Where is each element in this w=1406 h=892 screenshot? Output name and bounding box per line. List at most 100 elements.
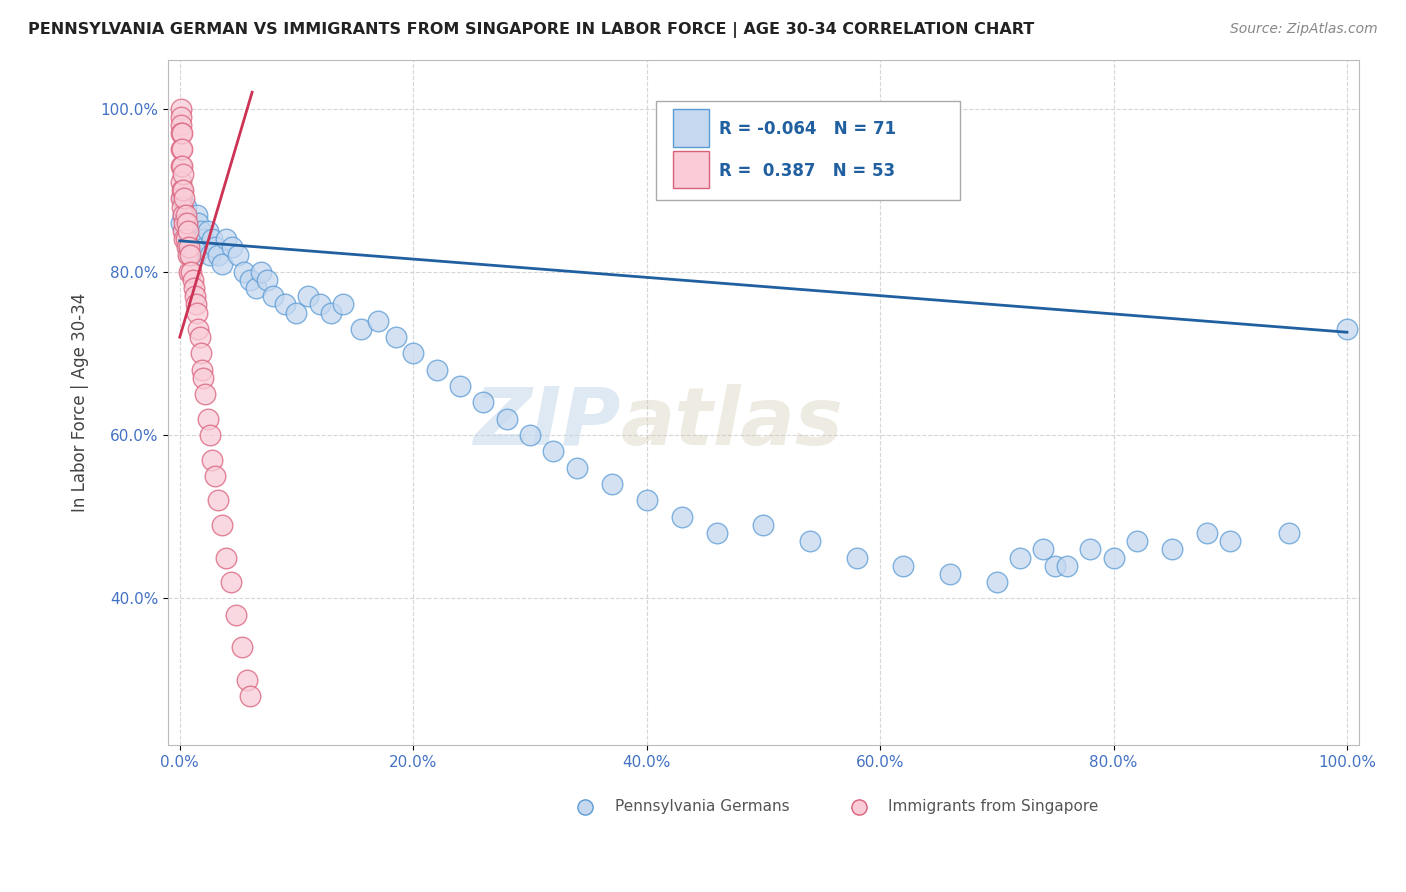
Point: [170, 102, 193, 116]
Point: [172, 167, 194, 181]
Text: R =  0.387   N = 53: R = 0.387 N = 53: [720, 161, 896, 180]
Point: [297, 289, 319, 303]
Point: [285, 305, 308, 319]
Point: [321, 305, 343, 319]
Point: [186, 305, 208, 319]
FancyBboxPatch shape: [673, 151, 709, 188]
Text: Source: ZipAtlas.com: Source: ZipAtlas.com: [1230, 22, 1378, 37]
Point: [187, 322, 209, 336]
Point: [239, 273, 262, 287]
Point: [1032, 542, 1054, 557]
Point: [1219, 534, 1241, 549]
Point: [181, 273, 204, 287]
Point: [215, 550, 238, 565]
Point: [201, 232, 224, 246]
Point: [197, 411, 219, 425]
Point: [184, 248, 207, 262]
Text: PENNSYLVANIA GERMAN VS IMMIGRANTS FROM SINGAPORE IN LABOR FORCE | AGE 30-34 CORR: PENNSYLVANIA GERMAN VS IMMIGRANTS FROM S…: [28, 22, 1035, 38]
Point: [207, 493, 229, 508]
Point: [204, 469, 226, 483]
Point: [183, 281, 205, 295]
Point: [172, 183, 194, 197]
Point: [752, 517, 775, 532]
Y-axis label: In Labor Force | Age 30-34: In Labor Force | Age 30-34: [72, 293, 89, 512]
Point: [472, 395, 495, 409]
FancyBboxPatch shape: [673, 110, 709, 146]
Point: [402, 346, 425, 360]
Point: [170, 142, 193, 156]
Point: [1078, 542, 1101, 557]
Point: [173, 216, 195, 230]
Point: [565, 460, 588, 475]
Text: Immigrants from Singapore: Immigrants from Singapore: [889, 799, 1098, 814]
Point: [845, 550, 868, 565]
Point: [177, 248, 200, 262]
Point: [170, 191, 193, 205]
Point: [239, 690, 262, 704]
Point: [174, 232, 197, 246]
Point: [1126, 534, 1149, 549]
Point: [600, 477, 623, 491]
Point: [308, 297, 330, 311]
Point: [274, 297, 297, 311]
Point: [177, 240, 200, 254]
Point: [170, 159, 193, 173]
Point: [176, 240, 198, 254]
Point: [172, 183, 194, 197]
Point: [172, 159, 194, 173]
Point: [172, 142, 194, 156]
Point: [198, 248, 221, 262]
Point: [177, 224, 200, 238]
Point: [1056, 558, 1078, 573]
Point: [256, 273, 278, 287]
Point: [173, 191, 195, 205]
Point: [207, 248, 229, 262]
Point: [233, 265, 256, 279]
Point: [1277, 526, 1299, 541]
Point: [191, 363, 214, 377]
Point: [1010, 550, 1032, 565]
Point: [986, 574, 1008, 589]
Point: [245, 281, 267, 295]
Point: [176, 216, 198, 230]
Point: [173, 232, 195, 246]
Point: [449, 379, 471, 393]
Point: [201, 452, 224, 467]
Point: [225, 607, 247, 622]
Point: [226, 248, 249, 262]
Point: [170, 175, 193, 189]
Point: [211, 517, 233, 532]
Point: [184, 289, 207, 303]
Point: [173, 224, 195, 238]
Point: [184, 297, 207, 311]
Point: [219, 574, 242, 589]
Point: [495, 411, 517, 425]
Point: [172, 208, 194, 222]
Point: [179, 248, 201, 262]
Point: [183, 232, 205, 246]
Point: [172, 208, 194, 222]
Point: [231, 640, 253, 655]
Text: R = -0.064   N = 71: R = -0.064 N = 71: [720, 120, 897, 138]
Point: [177, 224, 200, 238]
Point: [893, 558, 915, 573]
Point: [1160, 542, 1182, 557]
Text: Pennsylvania Germans: Pennsylvania Germans: [614, 799, 789, 814]
Point: [172, 126, 194, 140]
Point: [170, 110, 193, 124]
Text: ZIP: ZIP: [472, 384, 620, 462]
Point: [170, 118, 193, 132]
Point: [187, 216, 209, 230]
Point: [190, 346, 212, 360]
Point: [215, 232, 238, 246]
Point: [350, 322, 373, 336]
Point: [211, 257, 233, 271]
Point: [541, 444, 564, 458]
Point: [172, 191, 194, 205]
Point: [191, 371, 214, 385]
Point: [250, 265, 273, 279]
Point: [332, 297, 354, 311]
Point: [172, 200, 194, 214]
Point: [1195, 526, 1218, 541]
Point: [519, 428, 541, 442]
